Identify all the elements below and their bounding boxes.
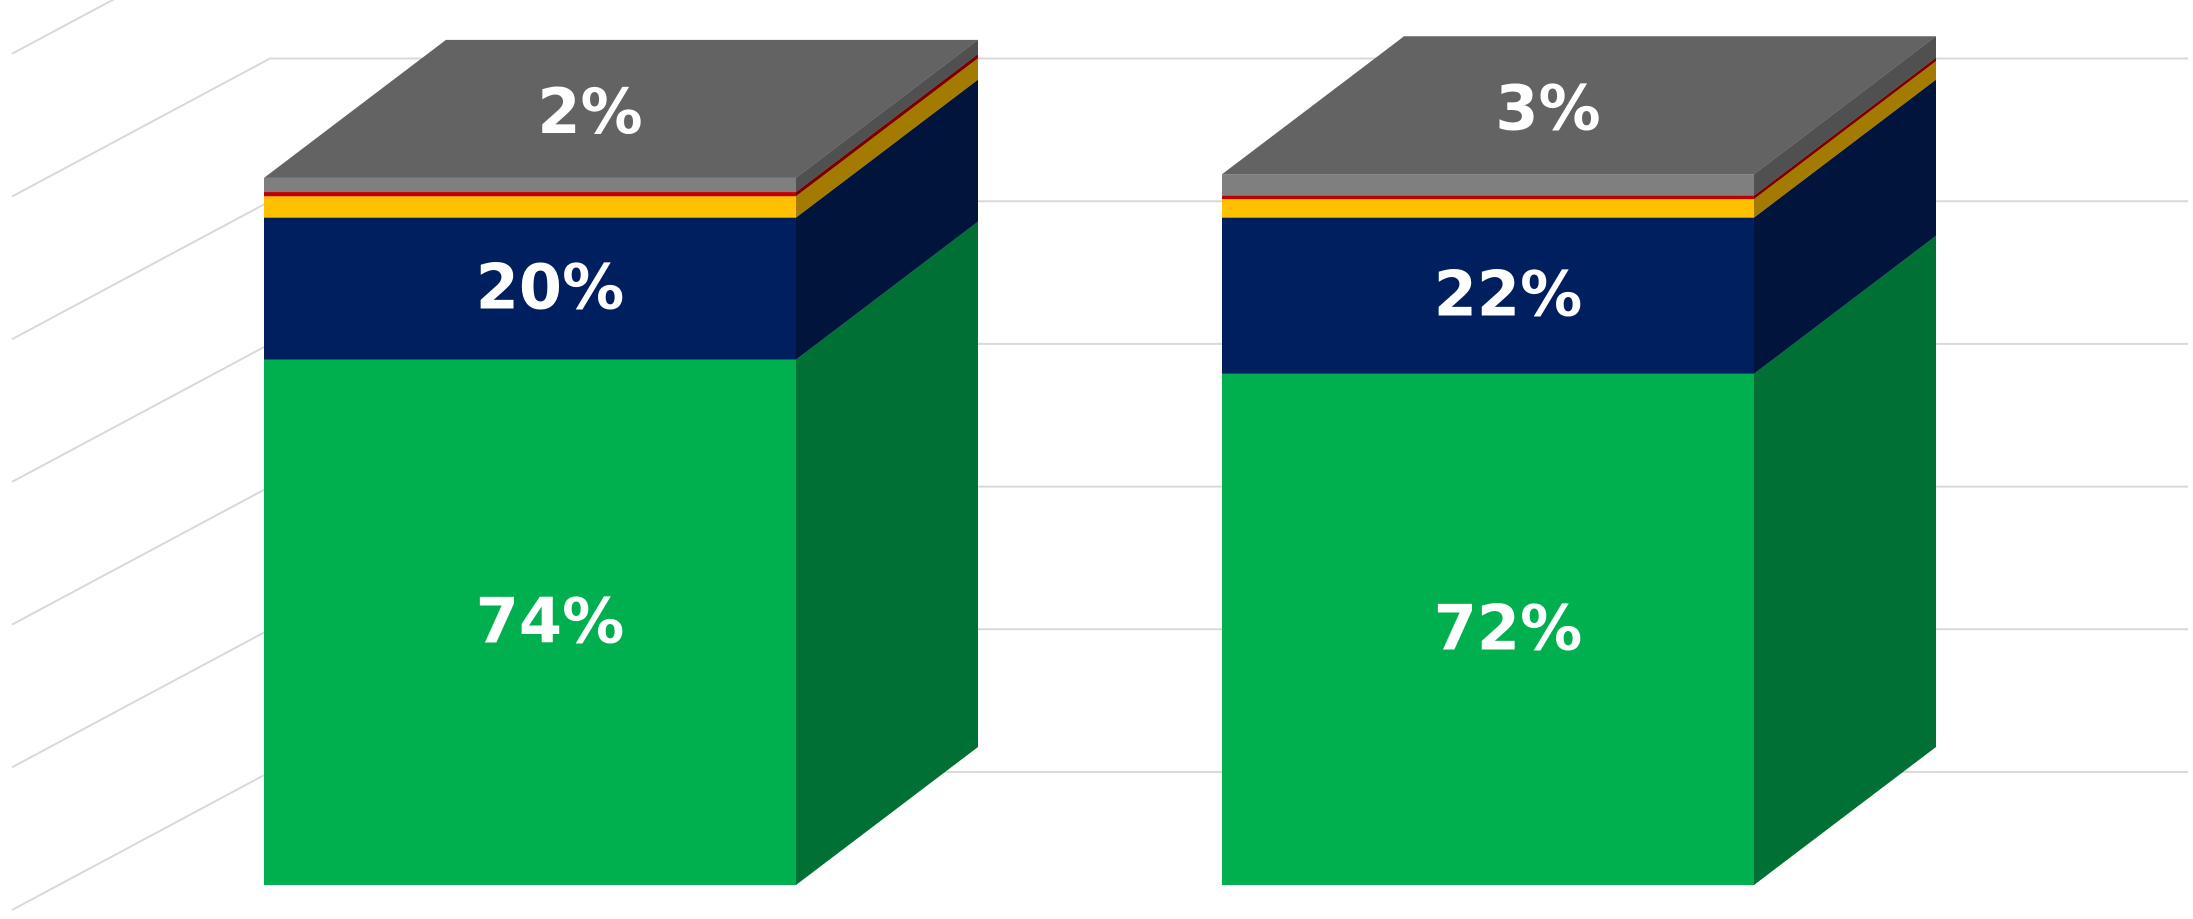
bar-segment <box>264 359 796 886</box>
bar-segment <box>1222 373 1754 885</box>
bar-segment <box>1222 174 1754 196</box>
gridline <box>11 0 115 55</box>
bar-segment <box>264 192 796 197</box>
bars <box>264 36 1936 886</box>
data-labels: 74% 20% 2% 72% 22% 3% <box>476 71 1601 664</box>
bar-top-face <box>1222 36 1936 175</box>
data-label: 72% <box>1434 591 1582 664</box>
bar-segment <box>264 217 796 360</box>
bar-segment-side <box>1754 61 1936 218</box>
bar-segment <box>1222 199 1754 218</box>
data-label: 74% <box>476 584 624 657</box>
bar-segment-side <box>1754 36 1936 196</box>
data-label: 2% <box>537 75 642 148</box>
bar-segment-side <box>796 58 978 218</box>
bar-segment <box>1222 195 1754 200</box>
bar-top-face <box>264 39 978 178</box>
bar-segment <box>264 177 796 193</box>
data-label: 20% <box>476 251 624 324</box>
bar-segment-side <box>796 39 978 193</box>
bar-segment-side <box>796 79 978 360</box>
data-label: 3% <box>1495 71 1600 144</box>
bar-segment-side <box>1754 57 1936 200</box>
bar-segment-side <box>796 221 978 886</box>
bar-segment <box>264 196 796 218</box>
bar-segment <box>1222 217 1754 374</box>
bar-segment-side <box>796 54 978 197</box>
bar-segment-side <box>1754 79 1936 374</box>
data-label: 22% <box>1434 258 1582 331</box>
bar-segment-side <box>1754 235 1936 886</box>
